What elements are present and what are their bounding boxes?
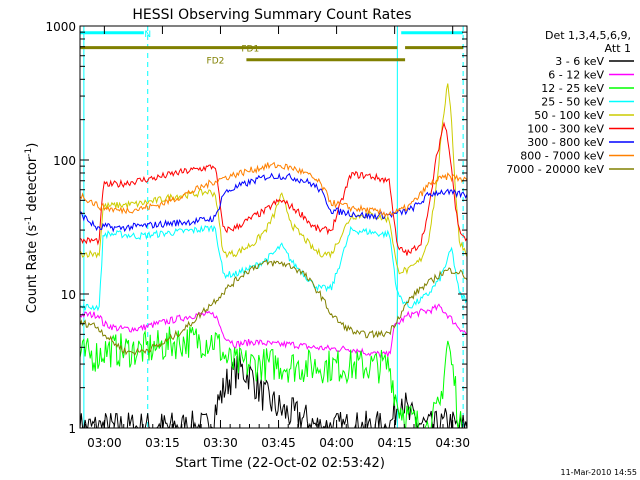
footer-timestamp: 11-Mar-2010 14:55 [561, 468, 638, 477]
x-tick-label-6: 04:15 [377, 436, 412, 450]
y-tick-label-2: 10 [61, 288, 76, 302]
x-tick-label-7: 04:30 [435, 436, 470, 450]
x-axis-label: Start Time (22-Oct-02 02:53:42) [175, 456, 385, 471]
legend-label-1: 3 - 6 keV [555, 55, 604, 68]
legend-header-line-1: Det 1,3,4,5,6,9, [545, 29, 631, 42]
flag-label-fd2: FD2 [207, 57, 225, 67]
plot-frame [79, 25, 468, 429]
series-line-8 [80, 161, 467, 218]
y-tick-label-3: 100 [53, 154, 76, 168]
y-axis: 1 10 100 1000 [45, 20, 467, 436]
series-line-1 [80, 352, 467, 428]
x-axis: 03:00 03:15 03:30 03:45 04:00 04:15 04:30 [84, 26, 470, 450]
series-line-2 [80, 303, 467, 359]
legend-label-3: 12 - 25 keV [541, 82, 604, 95]
y-axis-label: Count Rate (s-1 detector-1) [24, 143, 40, 314]
legend-label-4: 25 - 50 keV [541, 96, 604, 109]
series-lines [80, 83, 467, 428]
x-tick-label-5: 04:00 [319, 436, 354, 450]
y-tick-label-1: 1 [68, 422, 76, 436]
legend-label-5: 50 - 100 keV [534, 109, 604, 122]
legend-label-2: 6 - 12 keV [548, 69, 604, 82]
series-line-3 [80, 326, 467, 428]
x-tick-label-1: 03:00 [87, 436, 122, 450]
series-line-5 [80, 83, 467, 275]
flag-label-fd1: FD1 [241, 45, 259, 55]
series-line-4 [80, 224, 467, 312]
y-tick-label-4: 1000 [45, 20, 76, 34]
series-line-9 [80, 259, 467, 356]
flag-label-n: N [144, 30, 151, 40]
legend-label-6: 100 - 300 keV [527, 123, 604, 136]
x-tick-label-2: 03:15 [145, 436, 180, 450]
series-line-7 [80, 172, 467, 233]
x-tick-label-4: 03:45 [261, 436, 296, 450]
legend-label-7: 300 - 800 keV [527, 136, 604, 149]
legend-header-line-2: Att 1 [605, 42, 631, 55]
series-line-6 [80, 121, 467, 256]
x-tick-label-3: 03:30 [203, 436, 238, 450]
time-markers [83, 26, 464, 428]
legend-label-8: 800 - 7000 keV [520, 150, 604, 163]
chart-title: HESSI Observing Summary Count Rates [132, 7, 411, 23]
legend-label-9: 7000 - 20000 keV [506, 163, 604, 176]
observing-flags: N FD1 FD2 [80, 30, 464, 67]
